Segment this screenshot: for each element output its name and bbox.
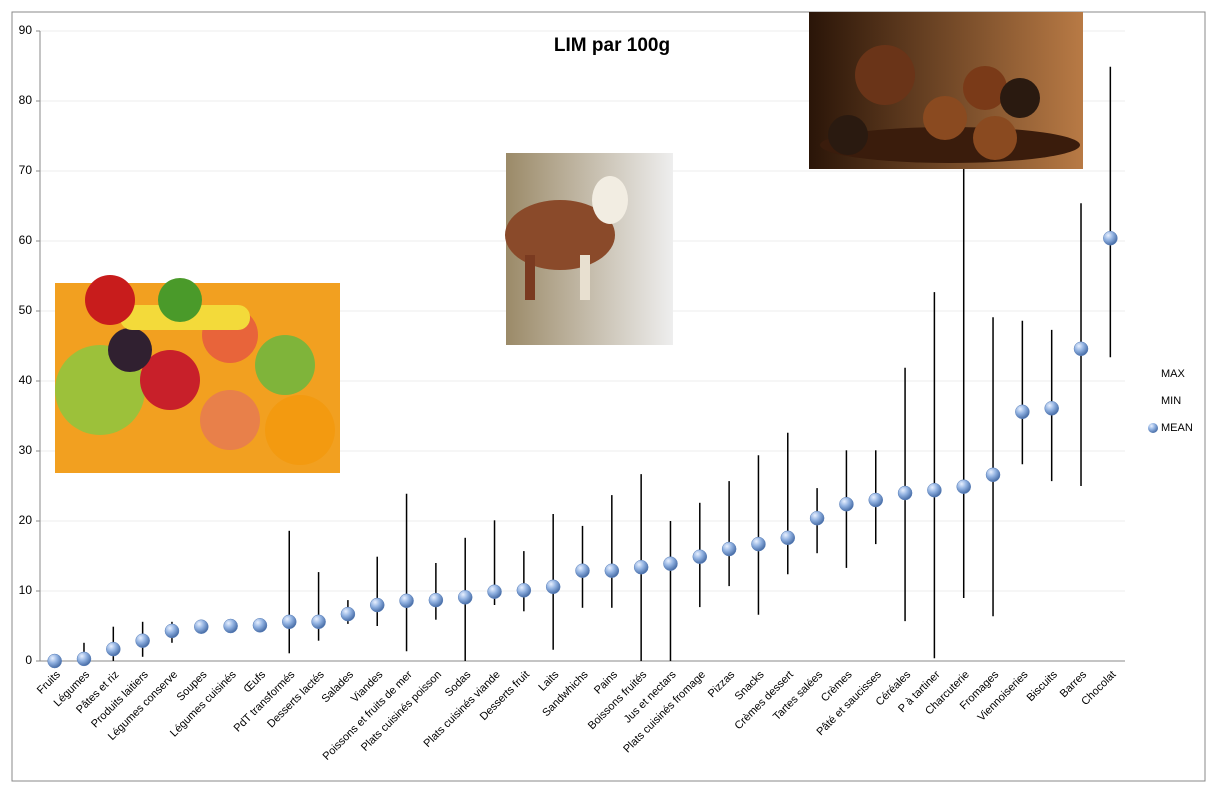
mean-marker [252, 618, 268, 633]
mean-marker [1103, 230, 1118, 246]
mean-marker [340, 606, 356, 622]
chocolate-image [809, 12, 1083, 169]
y-tick-label: 80 [19, 93, 33, 107]
y-tick-label: 10 [19, 583, 33, 597]
cow-image [505, 153, 673, 345]
mean-marker [575, 563, 590, 578]
y-tick-label: 60 [19, 233, 33, 247]
mean-marker [47, 653, 62, 669]
mean-marker [311, 614, 326, 630]
chart-title: LIM par 100g [554, 35, 670, 56]
mean-marker [868, 492, 883, 508]
mean-marker [1044, 401, 1059, 416]
mean-marker [604, 563, 620, 578]
y-tick-label: 30 [19, 443, 33, 457]
mean-marker [516, 583, 532, 598]
y-tick-label: 20 [19, 513, 33, 527]
mean-marker [76, 651, 92, 667]
mean-marker [282, 614, 297, 630]
mean-marker [135, 633, 150, 648]
mean-marker [1015, 404, 1030, 420]
mean-marker [399, 593, 414, 609]
mean-marker [545, 579, 561, 595]
mean-marker [780, 530, 796, 546]
mean-marker [223, 618, 238, 634]
y-tick-label: 40 [19, 373, 33, 387]
mean-marker [457, 590, 473, 605]
mean-marker [1073, 341, 1089, 357]
mean-marker [369, 597, 385, 613]
mean-marker [106, 641, 121, 657]
mean-marker [839, 496, 854, 512]
fruit-image [55, 275, 340, 473]
mean-marker [721, 541, 737, 557]
legend-marker [1148, 423, 1158, 433]
mean-marker [194, 619, 209, 634]
y-tick-label: 70 [19, 163, 33, 177]
y-tick-label: 0 [25, 653, 32, 667]
mean-marker [751, 536, 766, 552]
mean-marker [897, 485, 913, 501]
mean-marker [956, 479, 971, 494]
mean-marker [633, 559, 649, 575]
mean-marker [809, 510, 825, 526]
mean-marker [487, 584, 502, 599]
mean-marker [164, 623, 180, 639]
y-tick-label: 90 [19, 23, 33, 37]
mean-marker [663, 556, 678, 571]
legend-label: MEAN [1161, 422, 1193, 434]
mean-marker [927, 482, 942, 498]
legend-label: MIN [1161, 395, 1181, 407]
mean-marker [692, 549, 708, 564]
mean-marker [428, 592, 444, 608]
legend-label: MAX [1161, 368, 1186, 380]
y-tick-label: 50 [19, 303, 33, 317]
mean-marker [985, 467, 1001, 483]
